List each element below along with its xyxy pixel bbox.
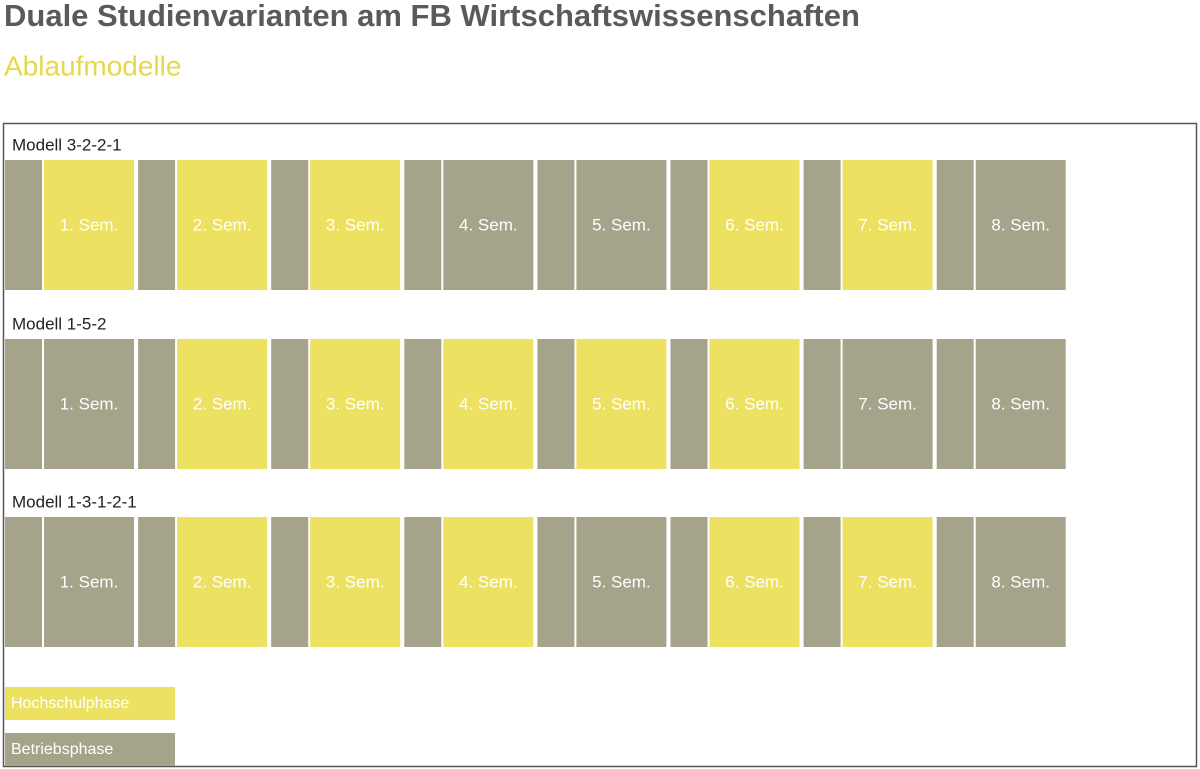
semester-block <box>842 160 933 290</box>
work-gap <box>670 517 708 647</box>
work-gap <box>670 339 708 469</box>
work-gap <box>271 517 309 647</box>
work-gap <box>670 160 708 290</box>
semester-block <box>975 160 1066 290</box>
semester-block <box>709 160 800 290</box>
semester-label: 7. Sem. <box>858 572 917 591</box>
semester-block <box>310 517 401 647</box>
semester-block <box>975 517 1066 647</box>
frame <box>2 122 1198 768</box>
work-gap <box>138 517 176 647</box>
work-gap <box>803 160 841 290</box>
semester-block <box>177 339 268 469</box>
model-label: Modell 3-2-2-1 <box>12 135 122 154</box>
work-gap <box>138 339 176 469</box>
semester-block <box>443 517 534 647</box>
semester-label: 5. Sem. <box>592 572 651 591</box>
semester-label: 5. Sem. <box>592 394 651 413</box>
semester-block <box>443 339 534 469</box>
legend-label: Hochschulphase <box>11 695 129 712</box>
work-gap <box>271 160 309 290</box>
semester-block <box>576 517 667 647</box>
semester-label: 7. Sem. <box>858 394 917 413</box>
legend-swatch <box>5 687 175 720</box>
semester-label: 5. Sem. <box>592 215 651 234</box>
work-gap <box>936 517 974 647</box>
semester-label: 4. Sem. <box>459 394 518 413</box>
work-gap <box>936 339 974 469</box>
title: Duale Studienvarianten am FB Wirtschafts… <box>4 0 860 33</box>
semester-label: 4. Sem. <box>459 215 518 234</box>
semester-block <box>443 160 534 290</box>
legend-swatch <box>5 733 175 766</box>
semester-label: 7. Sem. <box>858 215 917 234</box>
work-gap <box>5 339 42 469</box>
work-gap <box>5 160 42 290</box>
semester-label: 6. Sem. <box>725 572 784 591</box>
model-label: Modell 1-3-1-2-1 <box>12 492 137 511</box>
semester-block <box>709 517 800 647</box>
semester-block <box>177 517 268 647</box>
semester-label: 3. Sem. <box>326 572 385 591</box>
work-gap <box>537 160 575 290</box>
semester-label: 3. Sem. <box>326 394 385 413</box>
semester-block <box>44 160 134 290</box>
semester-label: 8. Sem. <box>991 394 1050 413</box>
semester-block <box>44 517 134 647</box>
semester-block <box>177 160 268 290</box>
semester-label: 8. Sem. <box>991 215 1050 234</box>
semester-label: 2. Sem. <box>193 394 252 413</box>
work-gap <box>537 517 575 647</box>
work-gap <box>803 517 841 647</box>
semester-block <box>576 339 667 469</box>
semester-label: 1. Sem. <box>60 394 119 413</box>
semester-label: 1. Sem. <box>60 572 119 591</box>
semester-block <box>44 339 134 469</box>
semester-label: 2. Sem. <box>193 572 252 591</box>
semester-block <box>576 160 667 290</box>
semester-label: 3. Sem. <box>326 215 385 234</box>
semester-block <box>842 517 933 647</box>
semester-block <box>842 339 933 469</box>
semester-block <box>975 339 1066 469</box>
work-gap <box>5 517 42 647</box>
semester-label: 1. Sem. <box>60 215 119 234</box>
work-gap <box>271 339 309 469</box>
subtitle: Ablaufmodelle <box>4 50 181 81</box>
semester-label: 8. Sem. <box>991 572 1050 591</box>
work-gap <box>138 160 176 290</box>
semester-label: 2. Sem. <box>193 215 252 234</box>
semester-block <box>310 160 401 290</box>
semester-label: 6. Sem. <box>725 394 784 413</box>
work-gap <box>537 339 575 469</box>
work-gap <box>404 160 442 290</box>
work-gap <box>404 517 442 647</box>
legend-label: Betriebsphase <box>11 741 113 758</box>
model-label: Modell 1-5-2 <box>12 314 107 333</box>
work-gap <box>404 339 442 469</box>
work-gap <box>803 339 841 469</box>
semester-block <box>310 339 401 469</box>
semester-label: 4. Sem. <box>459 572 518 591</box>
work-gap <box>936 160 974 290</box>
semester-label: 6. Sem. <box>725 215 784 234</box>
semester-block <box>709 339 800 469</box>
